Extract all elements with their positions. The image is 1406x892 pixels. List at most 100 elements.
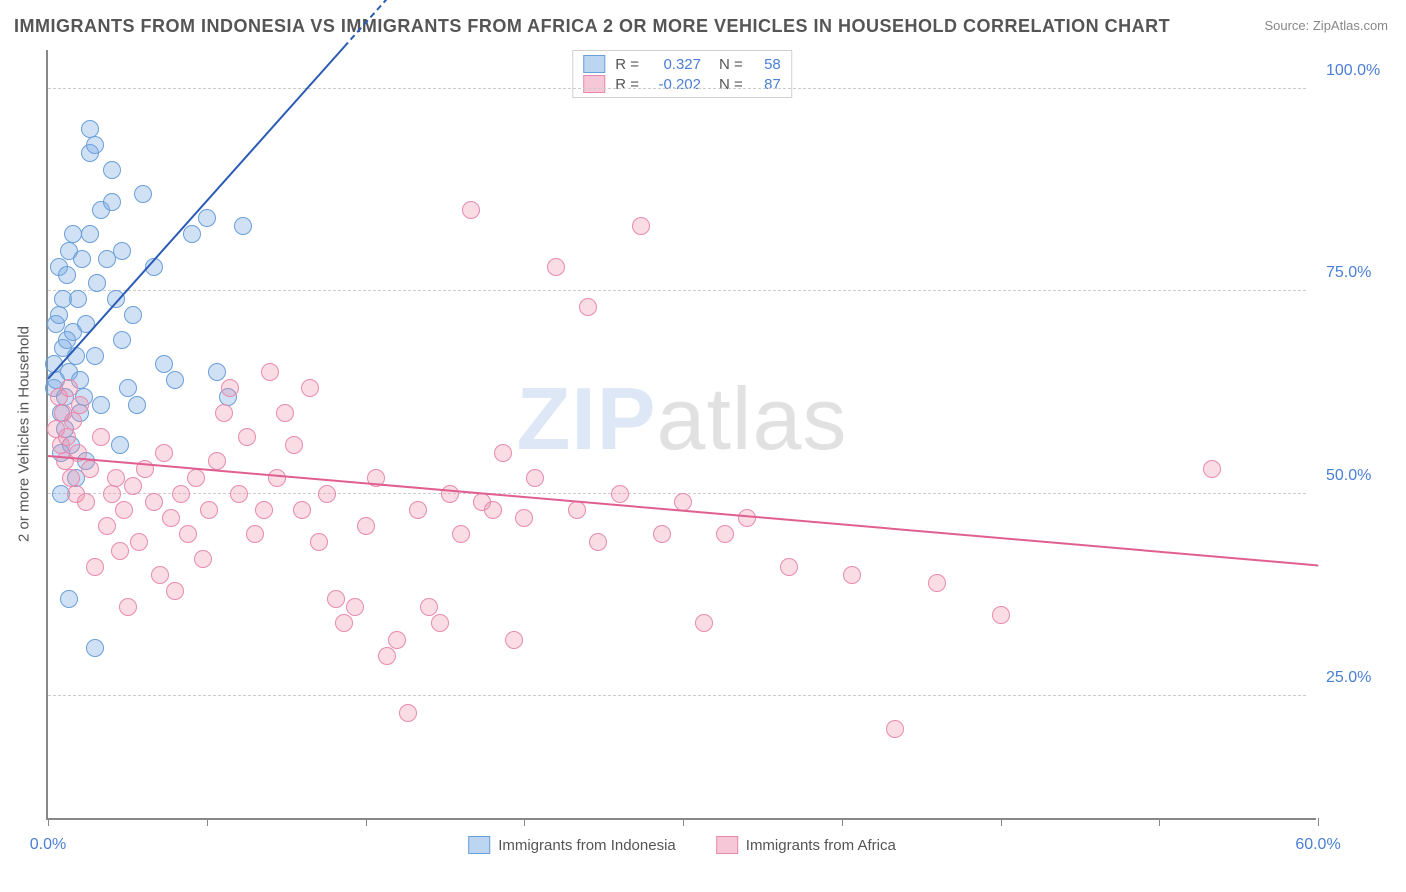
africa-point — [611, 485, 629, 503]
x-tick-label: 60.0% — [1295, 836, 1340, 854]
indonesia-point — [92, 396, 110, 414]
indonesia-point — [64, 225, 82, 243]
indonesia-point — [81, 120, 99, 138]
africa-legend-swatch — [716, 836, 738, 854]
africa-point — [172, 485, 190, 503]
x-tick-label: 0.0% — [30, 836, 66, 854]
watermark-atlas: atlas — [657, 369, 848, 468]
indonesia-point — [113, 242, 131, 260]
africa-point — [103, 485, 121, 503]
africa-point — [255, 501, 273, 519]
indonesia-swatch — [583, 55, 605, 73]
africa-point — [526, 469, 544, 487]
x-tick — [48, 818, 49, 826]
grid-line — [48, 290, 1306, 291]
africa-point — [238, 428, 256, 446]
africa-point — [215, 404, 233, 422]
indonesia-legend-swatch — [468, 836, 490, 854]
africa-point — [420, 598, 438, 616]
x-tick — [1159, 818, 1160, 826]
africa-point — [318, 485, 336, 503]
africa-point — [335, 614, 353, 632]
stats-row-indonesia: R = 0.327 N = 58 — [583, 55, 781, 73]
africa-point — [494, 444, 512, 462]
watermark-zip: ZIP — [517, 369, 657, 468]
y-tick-label: 50.0% — [1326, 467, 1396, 485]
indonesia-point — [124, 306, 142, 324]
africa-point — [441, 485, 459, 503]
N-label: N = — [719, 56, 743, 73]
africa-point — [285, 436, 303, 454]
africa-point — [632, 217, 650, 235]
africa-point — [155, 444, 173, 462]
indonesia-point — [86, 639, 104, 657]
africa-point — [276, 404, 294, 422]
africa-point — [86, 558, 104, 576]
africa-point — [111, 542, 129, 560]
africa-point — [107, 469, 125, 487]
africa-point — [515, 509, 533, 527]
legend-item-africa: Immigrants from Africa — [716, 836, 896, 854]
africa-point — [98, 517, 116, 535]
indonesia-point — [86, 136, 104, 154]
africa-point — [179, 525, 197, 543]
indonesia-point — [111, 436, 129, 454]
africa-point — [71, 396, 89, 414]
indonesia-point — [128, 396, 146, 414]
indonesia-legend-label: Immigrants from Indonesia — [498, 837, 676, 854]
africa-point — [58, 428, 76, 446]
indonesia-point — [198, 209, 216, 227]
africa-point — [293, 501, 311, 519]
africa-point — [64, 412, 82, 430]
africa-point — [327, 590, 345, 608]
africa-point — [399, 704, 417, 722]
watermark: ZIPatlas — [517, 368, 848, 470]
africa-point — [431, 614, 449, 632]
indonesia-point — [81, 225, 99, 243]
africa-point — [162, 509, 180, 527]
indonesia-point — [73, 250, 91, 268]
africa-point — [268, 469, 286, 487]
africa-point — [200, 501, 218, 519]
africa-swatch — [583, 75, 605, 93]
africa-point — [589, 533, 607, 551]
africa-legend-label: Immigrants from Africa — [746, 837, 896, 854]
R-label: R = — [615, 76, 639, 93]
N-value-africa: 87 — [753, 76, 781, 93]
indonesia-point — [103, 193, 121, 211]
africa-point — [462, 201, 480, 219]
N-label: N = — [719, 76, 743, 93]
x-tick — [366, 818, 367, 826]
africa-point — [60, 379, 78, 397]
africa-point — [81, 460, 99, 478]
africa-point — [653, 525, 671, 543]
chart-title: IMMIGRANTS FROM INDONESIA VS IMMIGRANTS … — [14, 16, 1170, 37]
africa-point — [145, 493, 163, 511]
x-tick — [683, 818, 684, 826]
africa-point — [738, 509, 756, 527]
R-value-indonesia: 0.327 — [649, 56, 701, 73]
indonesia-point — [58, 266, 76, 284]
R-label: R = — [615, 56, 639, 73]
x-tick — [207, 818, 208, 826]
africa-point — [716, 525, 734, 543]
indonesia-point — [113, 331, 131, 349]
africa-point — [346, 598, 364, 616]
x-tick — [1001, 818, 1002, 826]
R-value-africa: -0.202 — [649, 76, 701, 93]
africa-point — [547, 258, 565, 276]
x-tick — [524, 818, 525, 826]
africa-point — [115, 501, 133, 519]
y-tick-label: 100.0% — [1326, 62, 1396, 80]
africa-point — [301, 379, 319, 397]
indonesia-point — [166, 371, 184, 389]
africa-point — [77, 493, 95, 511]
africa-point — [62, 469, 80, 487]
N-value-indonesia: 58 — [753, 56, 781, 73]
africa-point — [1203, 460, 1221, 478]
source-label: Source: ZipAtlas.com — [1264, 18, 1388, 33]
africa-point — [151, 566, 169, 584]
africa-point — [568, 501, 586, 519]
y-tick-label: 75.0% — [1326, 264, 1396, 282]
africa-point — [505, 631, 523, 649]
